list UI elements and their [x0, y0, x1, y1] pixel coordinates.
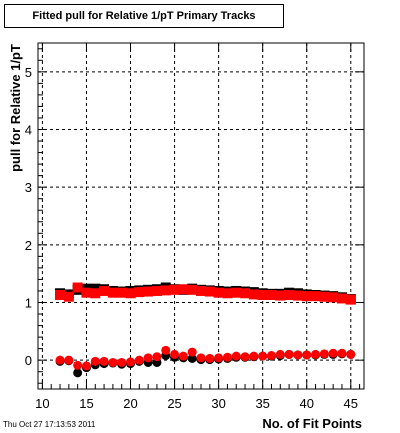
data-series: [55, 282, 356, 378]
data-point-circle: [293, 350, 303, 360]
data-point-circle: [99, 356, 109, 366]
data-point-square: [222, 288, 233, 299]
x-tick-label: 20: [123, 396, 137, 411]
data-point-square: [301, 291, 312, 302]
data-point-circle: [284, 349, 294, 359]
data-point-square: [204, 286, 215, 297]
data-point-circle: [143, 353, 153, 363]
data-point-square: [310, 291, 321, 302]
data-point-circle: [117, 357, 127, 367]
data-point-circle: [346, 349, 356, 359]
data-point-square: [55, 290, 66, 301]
data-point-square: [143, 286, 154, 297]
grid-lines: [38, 43, 364, 389]
data-point-circle: [187, 353, 197, 363]
data-point-square: [231, 287, 242, 298]
data-point-square: [266, 290, 277, 301]
data-point-square: [63, 291, 74, 302]
data-point-circle: [258, 351, 268, 361]
x-axis-label: No. of Fit Points: [262, 416, 362, 431]
data-point-square: [169, 284, 180, 295]
chart-title-box: Fitted pull for Relative 1/pT Primary Tr…: [4, 4, 284, 28]
data-point-circle: [240, 352, 250, 362]
y-tick-label: 0: [25, 353, 32, 368]
y-axis: 0 1 2 3 4 5: [25, 48, 364, 384]
data-point-circle: [81, 361, 91, 371]
data-point-circle: [178, 351, 188, 361]
data-point-square: [160, 285, 171, 296]
data-point-circle: [214, 353, 224, 363]
chart-title: Fitted pull for Relative 1/pT Primary Tr…: [32, 10, 256, 22]
data-point-square: [257, 290, 268, 301]
data-point-square: [292, 290, 303, 301]
x-tick-label: 15: [79, 396, 93, 411]
data-point-circle: [311, 349, 321, 359]
data-point-square: [134, 287, 145, 298]
y-tick-label: 1: [25, 296, 32, 311]
data-point-square: [240, 288, 251, 299]
data-point-square: [275, 290, 286, 301]
x-tick-label: 45: [344, 396, 358, 411]
data-point-circle: [337, 348, 347, 358]
data-point-circle: [161, 345, 171, 355]
x-tick-label: 40: [299, 396, 313, 411]
data-point-square: [328, 292, 339, 303]
data-point-circle: [275, 349, 285, 359]
data-point-square: [213, 287, 224, 298]
data-point-circle: [187, 347, 197, 357]
data-point-circle: [108, 357, 118, 367]
x-tick-label: 35: [255, 396, 269, 411]
data-point-square: [196, 285, 206, 296]
data-point-square: [284, 290, 295, 301]
data-point-square: [248, 289, 259, 300]
data-point-square: [81, 287, 92, 298]
y-tick-label: 2: [25, 238, 32, 253]
series-3: [55, 345, 356, 371]
data-point-circle: [64, 355, 74, 365]
data-point-square: [187, 284, 198, 295]
data-point-circle: [55, 355, 65, 365]
data-point-circle: [170, 349, 180, 359]
data-point-circle: [302, 350, 312, 360]
data-point-square: [107, 287, 118, 298]
y-axis-label: pull for Relative 1/pT: [8, 44, 23, 172]
data-point-square: [125, 288, 136, 299]
data-point-circle: [126, 357, 136, 367]
data-point-square: [345, 294, 356, 305]
data-point-circle: [73, 368, 83, 378]
data-point-square: [151, 285, 162, 296]
timestamp: Thu Oct 27 17:13:53 2011: [3, 420, 96, 429]
x-tick-label: 30: [211, 396, 225, 411]
series-1: [55, 282, 356, 305]
data-point-square: [336, 293, 347, 304]
plot-frame: [37, 42, 365, 390]
data-point-circle: [319, 349, 329, 359]
data-point-circle: [90, 356, 100, 366]
data-point-circle: [134, 355, 144, 365]
x-tick-label: 25: [167, 396, 181, 411]
x-axis: 10 15 20 25 30 35 40 45: [35, 43, 361, 411]
data-point-square: [90, 288, 101, 299]
data-point-square: [319, 291, 330, 302]
data-point-circle: [73, 360, 83, 370]
data-point-square: [99, 285, 110, 296]
data-point-circle: [249, 351, 259, 361]
x-tick-label: 10: [35, 396, 49, 411]
data-point-circle: [152, 352, 162, 362]
data-point-square: [72, 282, 83, 293]
y-tick-label: 4: [25, 123, 32, 138]
data-point-circle: [266, 351, 276, 361]
y-tick-label: 5: [25, 65, 32, 80]
data-point-square: [178, 284, 189, 295]
data-point-circle: [196, 353, 206, 363]
y-tick-label: 3: [25, 180, 32, 195]
data-point-circle: [222, 352, 232, 362]
data-point-square: [116, 287, 127, 298]
data-point-circle: [205, 353, 215, 363]
data-point-circle: [231, 351, 241, 361]
data-point-circle: [328, 348, 338, 358]
